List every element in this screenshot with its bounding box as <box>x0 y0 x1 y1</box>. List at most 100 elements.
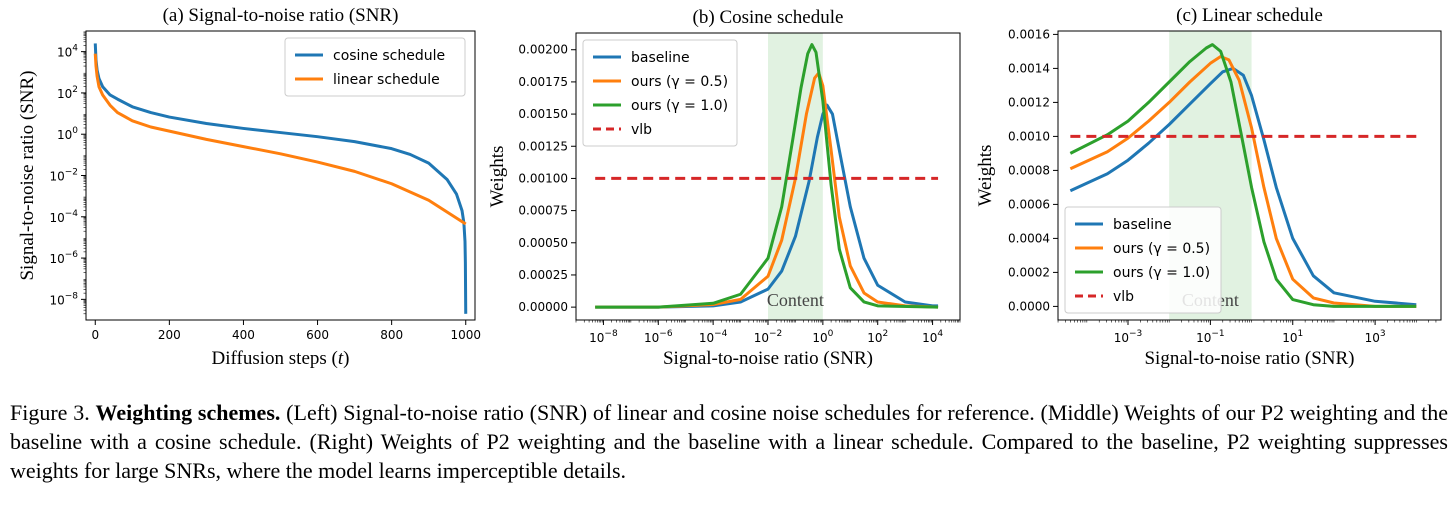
x-tick-label: 10−1 <box>1196 329 1225 345</box>
y-tick-label-base: 10 <box>57 128 72 142</box>
y-tick-label: 0.0010 <box>1008 129 1050 143</box>
x-tick-label: 101 <box>1282 329 1303 345</box>
y-tick-label-exp: −8 <box>65 291 79 301</box>
y-tick-label-base: 10 <box>57 87 72 101</box>
y-tick-label: 0.0004 <box>1008 231 1050 245</box>
legend-label: linear schedule <box>333 72 440 88</box>
x-tick-label-exp: −1 <box>1211 329 1224 339</box>
y-tick-label-base: 10 <box>49 252 64 266</box>
y-tick-label: 0.0014 <box>1008 61 1050 75</box>
series-line <box>93 43 468 314</box>
x-tick-label: 200 <box>158 328 181 342</box>
x-axis-label-text: Signal-to-noise ratio (SNR) <box>1144 348 1354 369</box>
chart-a: 0 200 400 600 800 100010410210010−210−410−610… <box>17 5 481 369</box>
x-tick-label-base: 10 <box>1114 331 1129 345</box>
chart-title: (c) Linear schedule <box>1176 5 1323 26</box>
legend-label: vlb <box>1113 289 1134 305</box>
x-tick-label-exp: −3 <box>1129 329 1142 339</box>
y-tick-label: 0.00150 <box>518 107 568 121</box>
legend-label-text: ours ( <box>631 74 671 90</box>
legend-label: ours (γ = 1.0) <box>1113 265 1210 281</box>
y-tick-label: 0.00100 <box>518 171 568 185</box>
y-tick-label: 0.00050 <box>518 236 568 250</box>
y-tick-label: 0.00025 <box>518 268 568 282</box>
y-tick-label: 0.0016 <box>1008 27 1050 41</box>
chart-title: (b) Cosine schedule <box>693 7 844 28</box>
x-tick-label: 104 <box>922 329 943 345</box>
y-tick-label: 10−4 <box>49 209 78 225</box>
y-tick-label: 0.00175 <box>518 75 568 89</box>
y-tick-label-exp: 0 <box>72 126 78 136</box>
x-axis-label-text: Diffusion steps ( <box>212 348 338 369</box>
legend-label-text: ours ( <box>1113 241 1153 257</box>
legend-label-gamma: γ = 0.5) <box>671 74 728 90</box>
x-tick-label-base: 10 <box>589 331 604 345</box>
figure-caption: Figure 3. Weighting schemes. (Left) Sign… <box>10 398 1448 485</box>
y-tick-label: 102 <box>57 85 78 101</box>
x-tick-label-exp: 4 <box>937 329 943 339</box>
legend-label-gamma: γ = 0.5) <box>1153 241 1210 257</box>
y-tick-label: 10−8 <box>49 291 78 307</box>
x-tick-label-exp: −8 <box>604 329 618 339</box>
legend-label-text: ours ( <box>631 98 671 114</box>
y-tick-label-base: 10 <box>49 293 64 307</box>
y-tick-label: 0.00000 <box>518 300 568 314</box>
series-line <box>1069 66 1417 307</box>
chart-c: Content10−310−11011030.00000.00020.00040… <box>975 5 1442 369</box>
legend: baseline ours (γ = 0.5)ours (γ = 1.0) vlb <box>582 39 738 147</box>
legend-label: vlb <box>631 122 652 138</box>
legend-label-text: baseline <box>631 50 690 66</box>
x-tick-label: 400 <box>232 328 255 342</box>
y-tick-label: 104 <box>57 44 78 60</box>
x-tick-label-base: 10 <box>644 331 659 345</box>
x-tick-label-base: 10 <box>922 331 937 345</box>
figure: 0 200 400 600 800 100010410210010−210−410−610… <box>17 5 1442 369</box>
x-tick-label-exp: −2 <box>769 329 782 339</box>
y-axis-label: Signal-to-noise ratio (SNR) <box>17 70 38 280</box>
series-line <box>1069 55 1417 308</box>
x-tick-label-base: 10 <box>1196 331 1211 345</box>
x-tick-label-base: 10 <box>699 331 714 345</box>
x-tick-label-exp: 0 <box>828 329 834 339</box>
y-tick-label: 0.00075 <box>518 204 568 218</box>
x-tick-label-exp: 3 <box>1380 329 1386 339</box>
series-line <box>595 43 939 309</box>
x-axis-label-var: t <box>338 348 344 369</box>
legend-label: cosine schedule <box>333 48 445 64</box>
x-tick-label-base: 10 <box>812 331 827 345</box>
y-tick-label: 0.0002 <box>1008 265 1050 279</box>
legend-label: baseline <box>631 50 690 66</box>
x-tick-label: 10−4 <box>699 329 728 345</box>
y-tick-label: 0.0012 <box>1008 95 1050 109</box>
y-tick-label-exp: −2 <box>65 168 78 178</box>
legend-label-text: ours ( <box>1113 265 1153 281</box>
y-tick-label: 10−2 <box>49 168 78 184</box>
y-tick-label-exp: 4 <box>72 44 78 54</box>
x-tick-label: 10−8 <box>589 329 618 345</box>
y-tick-label: 0.00125 <box>518 139 568 153</box>
x-tick-label: 0 <box>91 328 99 342</box>
x-tick-label-base: 10 <box>754 331 769 345</box>
caption-bold-title: Weighting schemes. <box>95 400 281 425</box>
x-axis-label: Signal-to-noise ratio (SNR) <box>1144 348 1354 369</box>
legend-label-text: vlb <box>1113 289 1134 305</box>
legend-label: baseline <box>1113 217 1172 233</box>
y-tick-label: 0.0008 <box>1008 163 1050 177</box>
legend-label-gamma: γ = 1.0) <box>671 98 728 114</box>
y-axis-label: Weights <box>487 146 508 208</box>
x-tick-label-exp: 2 <box>882 329 888 339</box>
y-tick-label: 100 <box>57 126 78 142</box>
legend-label-text: vlb <box>631 122 652 138</box>
y-tick-label-exp: −4 <box>65 209 79 219</box>
x-tick-label: 100 <box>812 329 833 345</box>
y-tick-label: 0.00200 <box>518 43 568 57</box>
legend-label-gamma: γ = 1.0) <box>1153 265 1210 281</box>
caption-lead: Figure 3. <box>10 400 96 425</box>
x-tick-label: 1000 <box>450 328 481 342</box>
x-tick-label-exp: −4 <box>714 329 728 339</box>
legend-box <box>284 37 466 97</box>
y-tick-label: 0.0000 <box>1008 299 1050 313</box>
y-tick-label: 0.0006 <box>1008 197 1050 211</box>
x-axis-label-text: Signal-to-noise ratio (SNR) <box>663 348 873 369</box>
